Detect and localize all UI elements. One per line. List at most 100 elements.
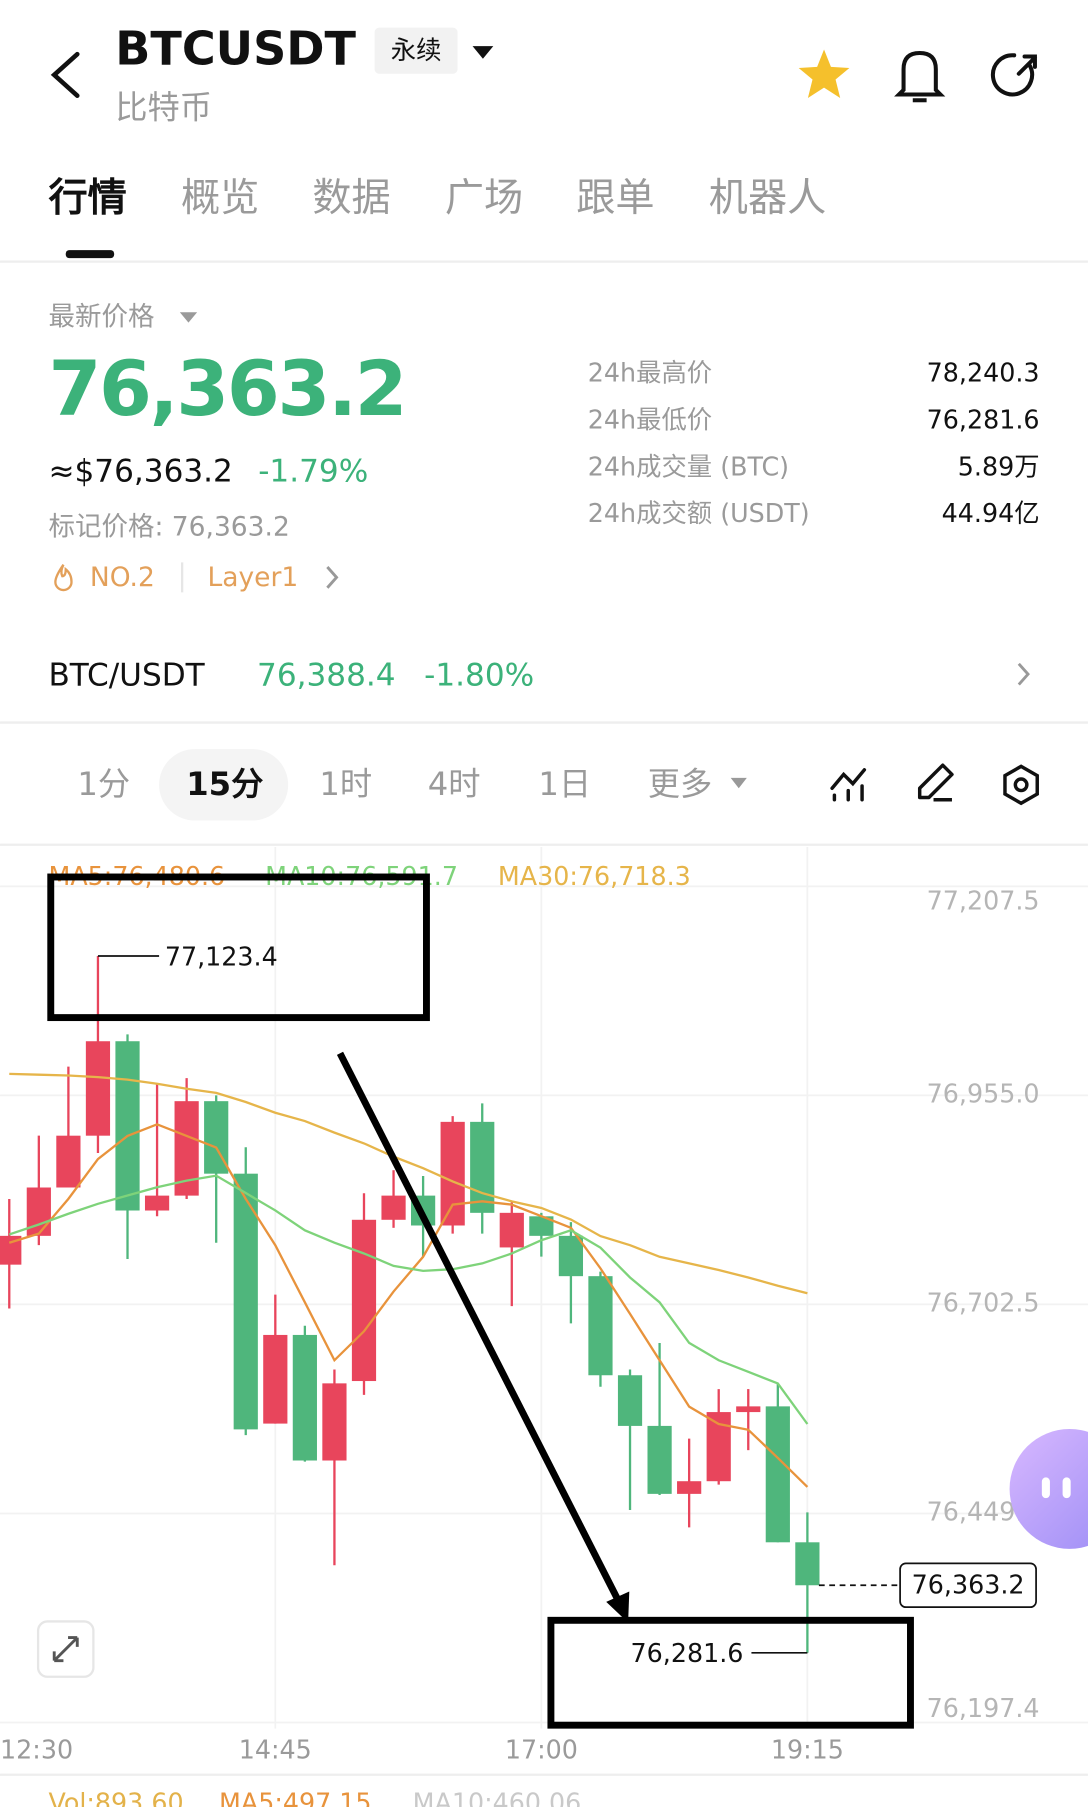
candle-body [115, 1041, 140, 1211]
interval-active-bg [159, 749, 289, 821]
tab[interactable]: 概览 [181, 176, 259, 221]
dropdown[interactable] [179, 312, 198, 323]
ma-line [8, 1174, 809, 1425]
assistant-eye [1062, 1477, 1071, 1499]
y-tick-label: 76,955.0 [927, 1078, 1040, 1108]
mark-price: 标记价格: 76,363.2 [48, 511, 289, 542]
dropdown[interactable] [730, 777, 747, 789]
arrow-head [606, 1591, 630, 1623]
candle-body [26, 1187, 51, 1236]
candle-body [795, 1542, 820, 1586]
tabs: 行情 概览 数据 广场 跟单 机器人 [48, 176, 826, 221]
spot-pair[interactable]: BTC/USDT [48, 657, 205, 693]
stat-value: 78,240.3 [927, 358, 1040, 388]
annotation-box [47, 873, 430, 1022]
assistant-eye [1041, 1477, 1050, 1499]
candle-body [499, 1212, 524, 1248]
settings-icon[interactable] [1003, 764, 1039, 806]
indicator-icon[interactable] [830, 768, 867, 802]
y-tick-label: 77,207.5 [927, 885, 1040, 915]
stat-value: 5.89万 [958, 451, 1040, 481]
volume-legend: Vol:893.60 [48, 1788, 183, 1807]
x-tick-label: 17:00 [505, 1735, 578, 1765]
interval[interactable]: 4时 [428, 765, 481, 803]
y-tick-label: 76,702.5 [927, 1287, 1040, 1317]
candle-body [322, 1383, 347, 1461]
rank: NO.2 [90, 562, 155, 593]
annotation-box [547, 1616, 914, 1729]
spot-price: 76,388.4 [257, 657, 396, 693]
volume-legend: MA10:460.06 [413, 1788, 582, 1807]
candle-body [292, 1334, 317, 1461]
badge-bg [374, 27, 458, 74]
price-change: -1.79% [258, 453, 368, 489]
badge: 永续 [391, 35, 442, 65]
x-tick-label: 12:30 [0, 1735, 73, 1765]
price-label: 最新价格 [48, 302, 154, 333]
candle-body [0, 1235, 22, 1265]
candle-body [677, 1481, 702, 1494]
candle-body [233, 1173, 258, 1430]
candle-body [765, 1406, 790, 1543]
candle-body [706, 1412, 731, 1482]
last-price-label: 76,363.2 [912, 1569, 1025, 1599]
candle-body [56, 1135, 81, 1188]
volume-legend: MA5:497.15 [219, 1788, 372, 1807]
stats: 24h最高价 78,240.3 24h最低价 76,281.6 24h成交量 (BTC)… [588, 358, 1040, 529]
candle-body [144, 1195, 170, 1211]
tab[interactable]: 机器人 [709, 176, 827, 221]
bell[interactable] [894, 50, 946, 103]
candle-body [647, 1425, 672, 1494]
tab[interactable]: 数据 [312, 176, 390, 221]
interval[interactable]: 1日 [538, 765, 591, 803]
stat-value: 44.94亿 [942, 498, 1040, 528]
interval[interactable]: 1时 [319, 765, 372, 803]
high-label: 77,123.4 [165, 941, 278, 971]
candle-body [617, 1375, 643, 1426]
tab-indicator [65, 250, 115, 259]
last-price-box [899, 1562, 1037, 1609]
stat-label: 24h最高价 [588, 358, 712, 388]
favorite-star[interactable] [798, 49, 850, 98]
candle-body [588, 1276, 613, 1376]
candle-body [529, 1216, 554, 1236]
candle-body [558, 1235, 584, 1277]
stat-label: 24h成交额 (USDT) [588, 498, 810, 528]
candle-body [351, 1219, 377, 1382]
stat-label: 24h最低价 [588, 404, 712, 434]
dropdown[interactable] [472, 46, 494, 59]
x-tick-label: 19:15 [771, 1735, 844, 1765]
symbol: BTCUSDT [115, 21, 356, 75]
share[interactable] [990, 53, 1037, 97]
tab[interactable]: 跟单 [576, 176, 654, 221]
candle-body [440, 1121, 465, 1226]
interval[interactable]: 更多 [648, 765, 713, 803]
spot-change: -1.80% [424, 657, 534, 693]
intervals: 1分 15分 1时 4时 1日 更多 [77, 765, 712, 803]
annotation-arrow [336, 1051, 621, 1602]
back-button[interactable] [50, 51, 80, 98]
usd-price: ≈$76,363.2 [48, 453, 232, 489]
hot-icon [54, 564, 73, 592]
candle-body [736, 1406, 761, 1413]
interval[interactable]: 15分 [186, 765, 263, 803]
candle-body [263, 1334, 288, 1424]
tab[interactable]: 广场 [445, 176, 523, 221]
ma-line [9, 1072, 808, 1295]
candle-body [381, 1195, 406, 1220]
subtitle: 比特币 [115, 88, 212, 126]
stat-label: 24h成交量 (BTC) [588, 451, 789, 481]
chart: 77,207.576,955.076,702.576,449.976,197.4… [0, 847, 1088, 1807]
chevron[interactable] [1017, 662, 1030, 686]
expand-icon [52, 1636, 79, 1663]
ma-line [8, 1123, 809, 1488]
draw-icon[interactable] [917, 763, 954, 802]
interval[interactable]: 1分 [77, 765, 130, 803]
candle-body [85, 1041, 111, 1136]
chevron[interactable] [326, 566, 339, 589]
tag[interactable]: Layer1 [207, 562, 298, 593]
low-label: 76,281.6 [631, 1638, 744, 1668]
tab[interactable]: 行情 [48, 176, 126, 221]
